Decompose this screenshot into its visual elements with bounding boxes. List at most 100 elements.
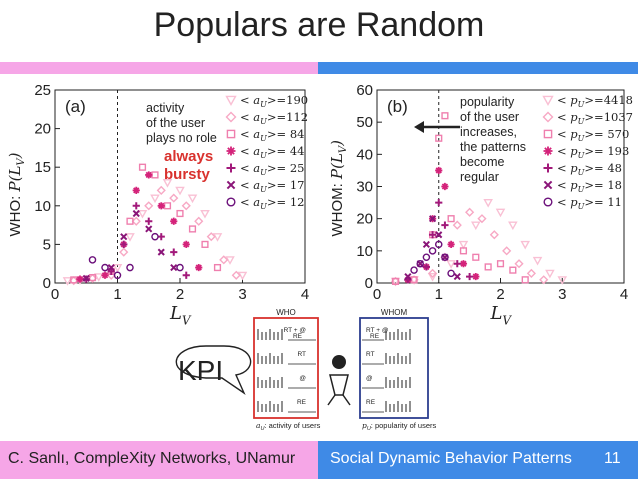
data-point-circle <box>113 271 122 280</box>
data-point-square <box>441 112 449 120</box>
data-point-plus <box>132 202 140 210</box>
legend-marker-square <box>543 129 553 139</box>
legend-label: < pU>= 48 <box>557 161 622 177</box>
data-point-asterisk <box>101 271 109 279</box>
header-bar-blue <box>318 62 638 74</box>
data-point-plus <box>428 231 437 239</box>
annotation-red-line: bursty <box>164 166 211 183</box>
data-point-diamond <box>169 193 179 203</box>
data-point-circle <box>441 253 449 262</box>
y-tick-label: 10 <box>356 243 373 260</box>
data-point-plus <box>120 240 128 248</box>
x-tick-label: 4 <box>301 286 309 303</box>
data-point-square <box>88 274 97 282</box>
person-body-icon <box>329 374 349 396</box>
data-point-triangle <box>225 256 235 265</box>
annotation-line: of the user <box>460 110 519 124</box>
y-tick-label: 40 <box>356 146 373 163</box>
y-tick-label: 60 <box>356 82 373 99</box>
data-point-triangle <box>162 179 173 188</box>
legend-marker-asterisk <box>543 146 553 156</box>
data-point-diamond <box>502 246 512 256</box>
legend-marker-asterisk <box>226 146 236 156</box>
footer-right-bar <box>318 441 638 479</box>
data-point-plus <box>170 248 178 256</box>
data-point-triangle <box>446 260 456 269</box>
data-point-triangle <box>125 233 135 242</box>
data-point-square <box>391 277 400 285</box>
data-point-square <box>188 225 197 233</box>
data-point-triangle <box>520 240 530 250</box>
data-point-triangle <box>93 273 104 282</box>
footer-author: C. Sanlı, CompleXity Networks, UNamur <box>8 450 296 467</box>
data-point-triangle <box>495 208 506 218</box>
x-axis-title: LV <box>490 303 513 327</box>
data-point-asterisk <box>182 240 190 248</box>
data-point-diamond <box>539 275 549 285</box>
data-point-cross <box>107 263 115 272</box>
data-point-asterisk <box>195 263 203 272</box>
whom-label: WHOM <box>381 308 408 317</box>
annotation-line: plays no role <box>146 131 217 145</box>
data-point-circle <box>434 240 443 249</box>
who-box <box>253 317 319 419</box>
footer-page-number: 11 <box>604 450 621 467</box>
data-point-asterisk <box>170 217 178 225</box>
data-point-asterisk <box>132 186 140 194</box>
legend-marker-plus <box>543 163 553 173</box>
data-point-diamond <box>181 201 191 211</box>
data-point-triangle <box>237 271 248 281</box>
y-axis-title: WHO: P(LV) <box>6 152 27 236</box>
x-tick-label: 1 <box>113 286 121 303</box>
y-axis-title-text: WHO: P(LV) <box>6 152 27 236</box>
data-point-triangle <box>557 276 568 285</box>
header-bar-pink <box>0 62 318 74</box>
data-point-cross <box>157 248 165 256</box>
annotation-line: regular <box>460 170 499 184</box>
y-tick-label: 20 <box>34 121 51 138</box>
y-tick-label: 20 <box>356 211 373 228</box>
data-point-triangle <box>545 269 555 279</box>
data-point-square <box>151 171 159 179</box>
data-point-triangle <box>112 263 123 273</box>
whom-caption: pU: popularity of users <box>362 421 436 432</box>
data-point-square <box>201 240 209 248</box>
legend-marker-cross <box>226 180 236 190</box>
data-point-triangle <box>150 194 160 204</box>
legend-label: < aU>= 12 <box>240 195 304 211</box>
y-tick-label: 0 <box>365 275 373 292</box>
data-point-asterisk <box>76 275 84 283</box>
annotation-line: of the user <box>146 116 205 130</box>
who-row-label: RT + @ <box>284 327 307 334</box>
data-point-square <box>435 134 443 142</box>
legend-label: < pU>= 11 <box>557 195 622 211</box>
data-point-triangle <box>532 256 543 266</box>
x-tick-label: 0 <box>51 286 59 303</box>
panel-label: (b) <box>387 97 408 116</box>
data-point-square <box>126 217 134 225</box>
data-point-circle <box>88 256 97 264</box>
legend-label: < aU>= 25 <box>240 161 304 177</box>
annotation-line: increases, <box>460 125 517 139</box>
data-point-diamond <box>477 214 487 224</box>
y-tick-label: 50 <box>356 114 373 131</box>
data-point-square <box>509 266 517 274</box>
data-point-triangle <box>200 209 210 219</box>
data-point-diamond <box>131 216 141 226</box>
data-point-circle <box>126 263 134 272</box>
data-point-cross <box>422 240 430 248</box>
annotation-line: the patterns <box>460 140 526 154</box>
person-icon <box>332 355 346 369</box>
x-tick-label: 0 <box>373 286 381 303</box>
data-point-diamond <box>489 230 499 240</box>
whom-row-label: RT + @ <box>366 327 389 334</box>
data-point-square <box>484 263 492 271</box>
data-point-square <box>176 209 184 218</box>
data-point-diamond <box>452 220 462 230</box>
person-leg-icon <box>327 394 336 406</box>
x-tick-label: 4 <box>620 286 628 303</box>
x-axis-title: LV <box>169 303 192 327</box>
who-row-label: @ <box>299 375 306 382</box>
